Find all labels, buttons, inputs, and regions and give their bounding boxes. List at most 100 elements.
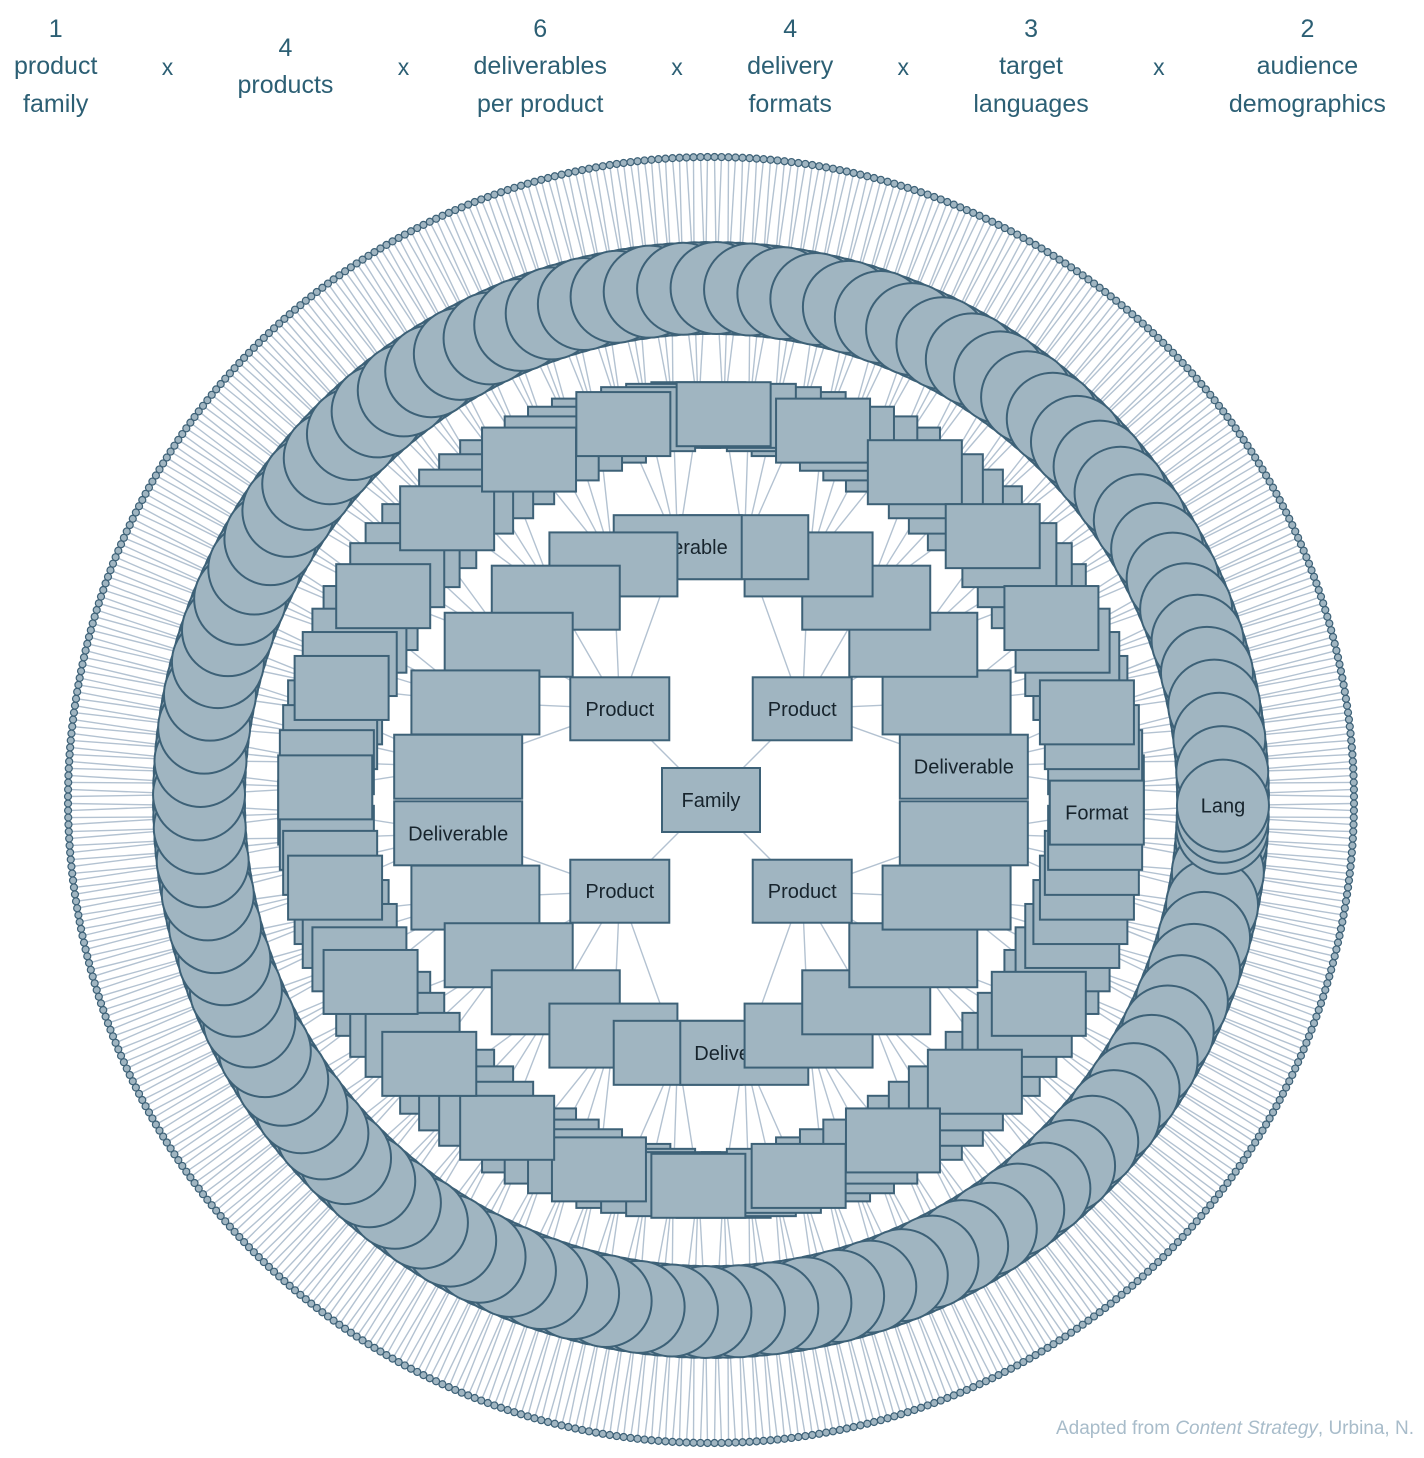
format-node [1038,679,1135,746]
demographic-node [490,190,499,199]
demographic-node [1025,1354,1034,1363]
demographic-node [496,1403,506,1412]
demographic-node [249,1248,258,1257]
demographic-node [1214,1190,1224,1199]
demographic-node [1328,958,1338,968]
deliverable-node [393,800,524,867]
demographic-node [312,287,321,297]
demographic-node [1325,619,1334,628]
demographic-node [668,154,677,163]
demographic-node [70,701,80,710]
demographic-node [78,931,87,940]
demographic-node [230,364,239,373]
demographic-node [1201,385,1210,394]
demographic-node [766,155,775,164]
demographic-node [203,396,212,405]
demographic-node [1214,401,1224,410]
demographic-node [1327,965,1336,974]
demographic-node [1247,447,1256,456]
demographic-node [212,1206,221,1215]
demographic-node [71,694,81,703]
demographic-node [1206,390,1215,399]
demographic-node [1223,412,1232,422]
factor-label-line: per product [477,89,604,118]
format-node [1003,585,1100,652]
demographic-node [537,175,546,184]
demographic-node [329,1316,338,1325]
factor-products: 4 products [238,30,334,105]
demographic-node [67,862,76,871]
demographic-node [1294,1058,1303,1067]
demographic-node [128,1077,137,1086]
attribution: Adapted from Content Strategy, Urbina, N… [1056,1418,1414,1440]
demographic-node [318,283,327,292]
demographic-node [1192,374,1201,383]
demographic-node [1013,1361,1022,1370]
demographic-node [822,163,831,172]
demographic-node [1112,296,1121,305]
demographic-node [1239,1156,1248,1165]
demographic-node [106,1025,115,1034]
demographic-node [83,952,92,961]
demographic-node [1343,708,1353,717]
demographic-node [994,220,1003,229]
demographic-node [863,172,872,181]
demographic-node [382,1350,391,1360]
format-node [990,970,1087,1037]
demographic-node [910,1405,919,1415]
demographic-node [170,441,179,450]
demographic-node [543,173,553,183]
demographic-node [84,632,94,642]
factor-label-line: product [14,52,98,81]
demographic-node [63,806,73,815]
demographic-node [1333,938,1343,947]
demographic-node [510,1408,519,1417]
demographic-node [503,185,512,195]
demographic-node [801,1431,810,1441]
demographic-node [1173,353,1182,362]
family-node [661,767,761,833]
demographic-node [759,155,768,164]
demographic-node [194,1184,203,1193]
language-node [1175,758,1270,853]
demographic-node [1342,701,1352,710]
demographic-node [564,1422,573,1432]
demographic-node [1235,429,1244,439]
demographic-node [738,153,747,162]
demographic-node [794,158,803,168]
demographic-node [1285,1077,1294,1086]
demographic-node [225,1222,234,1231]
demographic-node [425,217,434,226]
demographic-node [876,1416,885,1425]
format-node [775,397,872,464]
demographic-node [731,153,740,162]
demographic-node [235,358,244,368]
demographic-node [903,183,912,192]
demographic-node [64,771,73,780]
demographic-node [557,1421,566,1430]
demographic-node [1210,1195,1219,1204]
demographic-node [170,1150,179,1159]
demographic-node [296,1290,305,1299]
demographic-node [1192,1217,1201,1226]
demographic-node [65,834,74,843]
demographic-node [182,424,191,433]
demographic-node [125,1070,134,1080]
demographic-node [419,220,428,229]
demographic-node [483,192,492,202]
demographic-node [1168,348,1178,357]
demographic-node [1251,1138,1260,1147]
demographic-node [1117,1290,1126,1299]
demographic-node [1336,924,1346,933]
demographic-node [1349,820,1358,829]
demographic-node [182,1167,191,1176]
deliverable-node [881,864,1012,931]
demographic-node [869,1417,879,1427]
demographic-node [773,156,782,165]
demographic-node [724,1438,733,1447]
demographic-node [464,200,473,209]
demographic-node [1319,599,1328,608]
demographic-node [312,1303,321,1313]
demographic-node [221,374,230,383]
demographic-node [1223,1178,1232,1188]
